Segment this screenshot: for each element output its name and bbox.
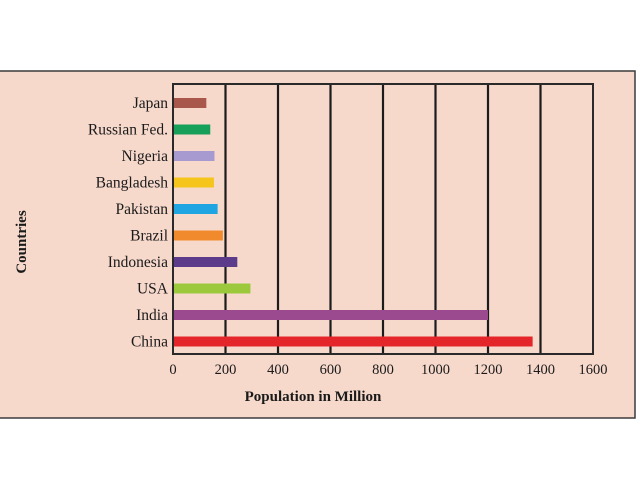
bar-china [173, 336, 533, 347]
bar-japan [173, 98, 207, 108]
x-tick-label: 200 [215, 362, 237, 378]
x-tick-label: 1600 [579, 362, 608, 378]
gridlines [224, 84, 542, 354]
bar-india [173, 310, 488, 320]
category-label: USA [137, 281, 169, 298]
y-axis-title: Countries [14, 210, 30, 273]
x-tick-label: 0 [169, 362, 176, 378]
bar-bangladesh [173, 177, 214, 188]
bars [173, 98, 533, 347]
bar-indonesia [173, 257, 238, 267]
bar-nigeria [173, 151, 215, 161]
x-tick-label: 800 [372, 362, 394, 378]
category-label: Russian Fed. [88, 122, 168, 139]
x-tick-label: 1000 [421, 362, 450, 378]
bar-russian-fed [173, 124, 211, 135]
bar-pakistan [173, 204, 218, 214]
category-label: China [131, 334, 168, 351]
category-label: Indonesia [108, 254, 168, 271]
bar-brazil [173, 230, 223, 241]
category-label: Nigeria [122, 148, 169, 165]
plot-area [172, 83, 594, 355]
x-tick-label: 1200 [474, 362, 503, 378]
category-label: Bangladesh [96, 175, 169, 192]
category-label: Japan [133, 95, 169, 112]
bar-usa [173, 283, 251, 294]
x-tick-labels: 0 200 400 600 800 1000 1200 1400 1600 [169, 362, 607, 378]
x-tick-label: 1400 [526, 362, 555, 378]
x-tick-label: 400 [267, 362, 289, 378]
category-label: Pakistan [115, 201, 168, 218]
chart-panel [0, 70, 636, 419]
category-label: Brazil [130, 228, 168, 245]
category-labels: Japan Russian Fed. Nigeria Bangladesh Pakist… [88, 95, 169, 351]
x-tick-label: 600 [320, 362, 342, 378]
category-label: India [136, 307, 168, 324]
x-axis-title: Population in Million [245, 389, 382, 405]
